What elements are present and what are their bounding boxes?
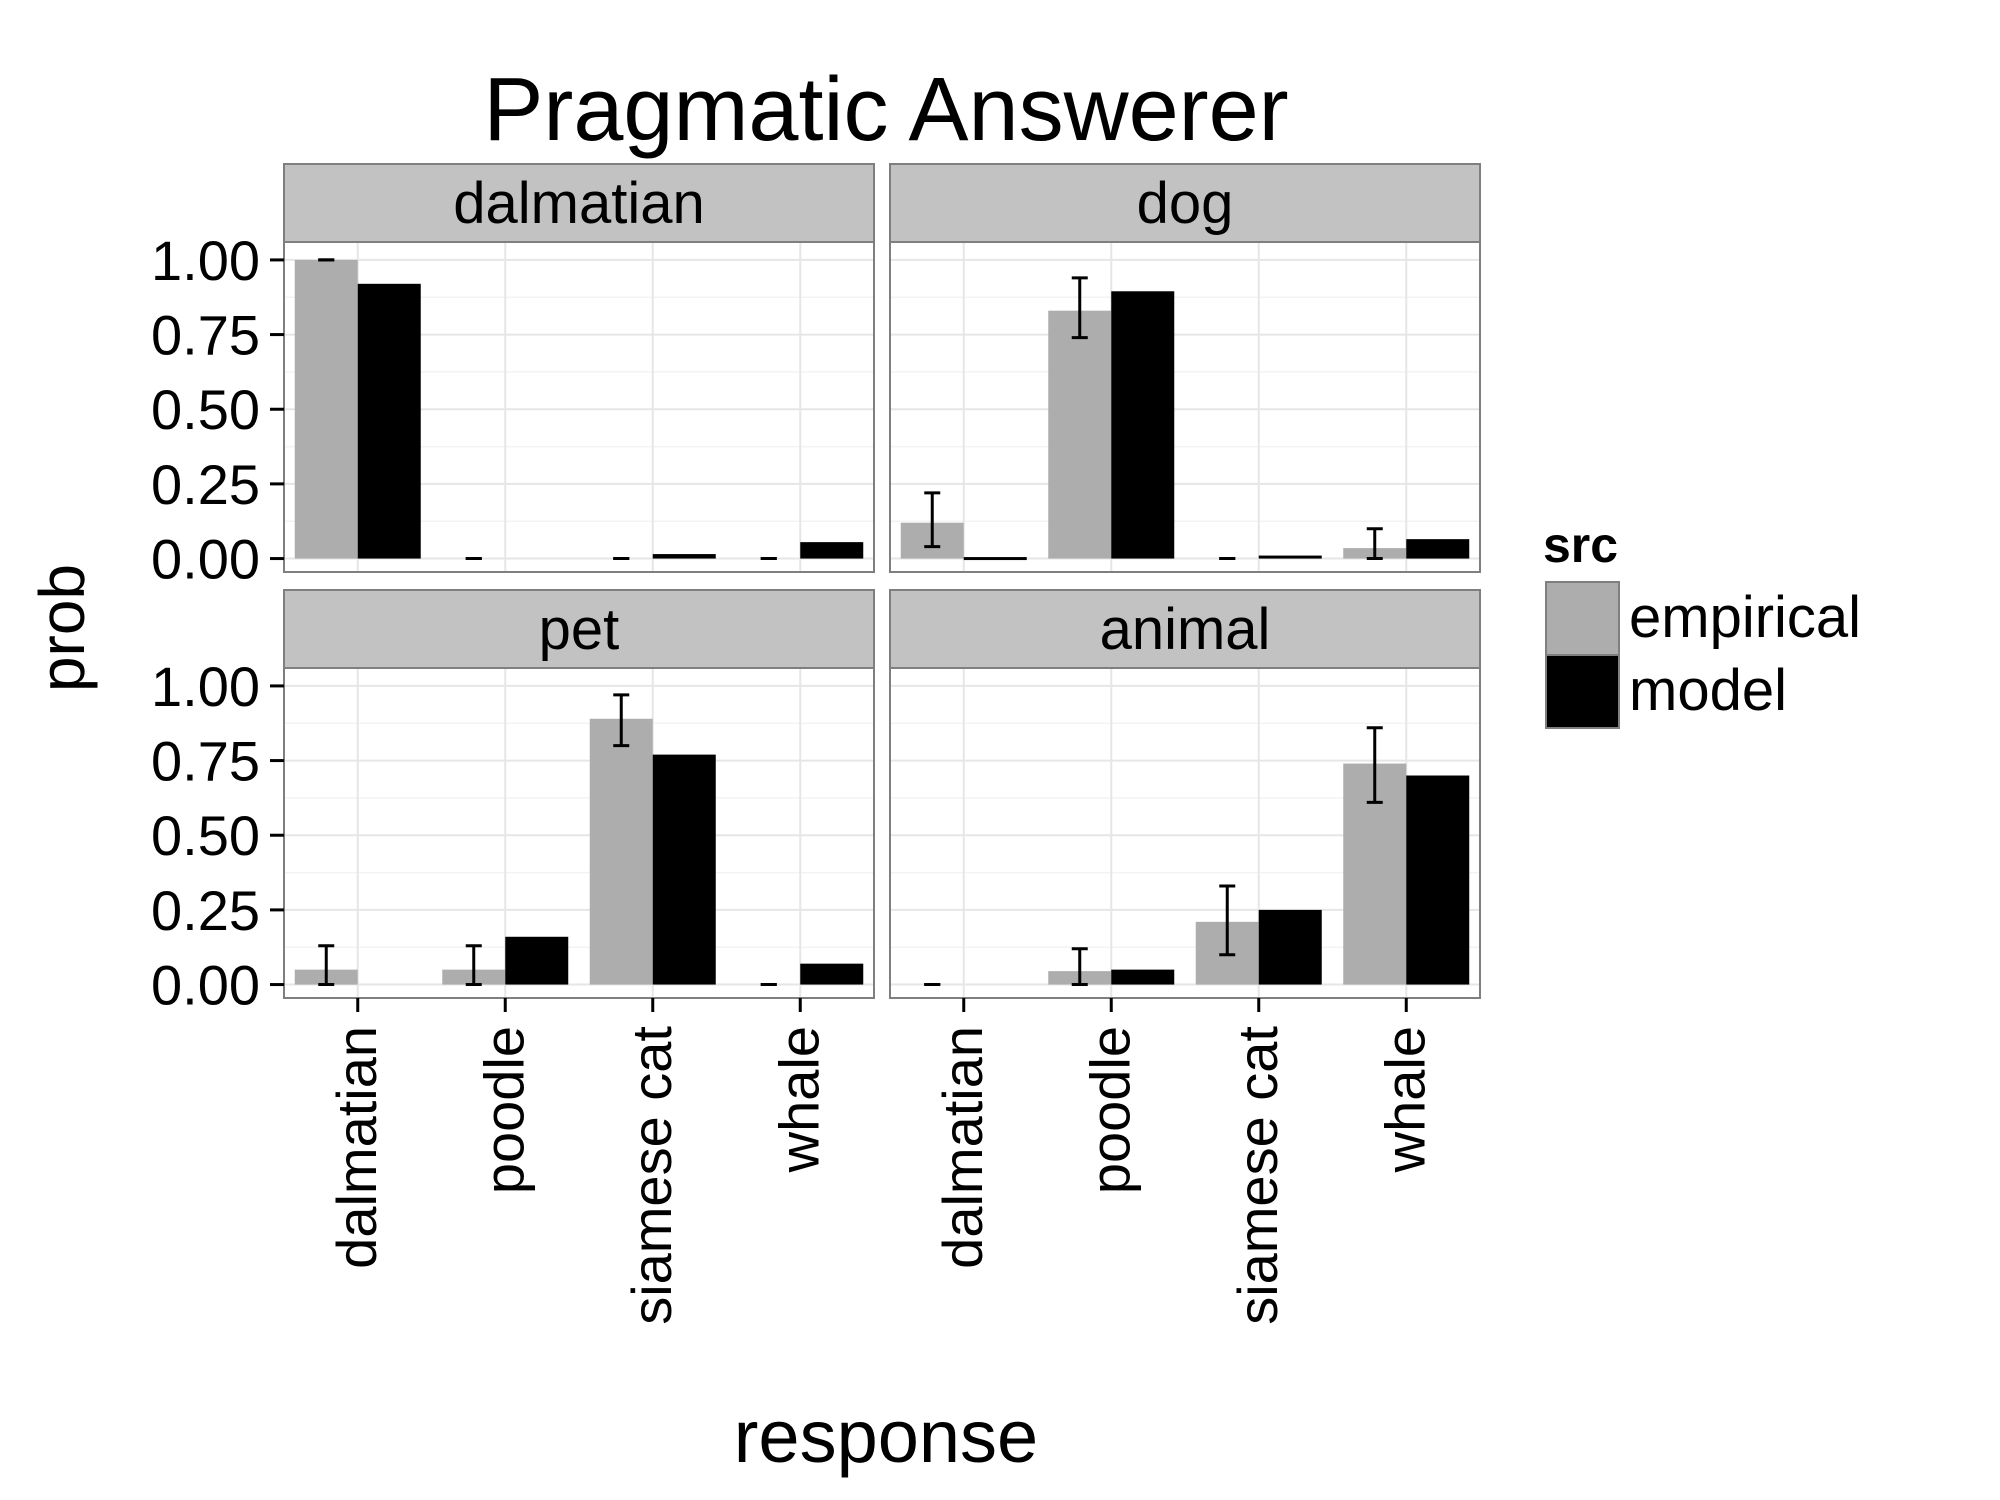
x-tick-label: whale [1373, 1026, 1436, 1173]
facet-strip-label: dalmatian [453, 171, 704, 236]
x-tick-label: dalmatian [931, 1026, 994, 1269]
x-axis-label: response [734, 1395, 1038, 1478]
x-axes: dalmatian poodle siamese cat whale dalmatian… [325, 998, 1436, 1325]
panel-border [889, 241, 1481, 573]
error-bar [465, 944, 482, 987]
legend-title: src [1543, 517, 1618, 573]
bar-model [652, 754, 716, 985]
bar-model [1406, 775, 1470, 985]
legend-label-model: model [1629, 658, 1787, 723]
y-axes: 1.00 0.75 0.50 0.25 0.00 1.00 0.75 0.50 0.25 0.00 [151, 229, 284, 1017]
x-tick-label: whale [767, 1026, 830, 1173]
bar-empirical [294, 259, 358, 559]
x-tick-label: dalmatian [325, 1026, 388, 1269]
panel-background [284, 668, 874, 998]
y-tick-label: 0.25 [151, 453, 260, 516]
y-tick-label: 0.00 [151, 954, 260, 1017]
bar-model [652, 554, 716, 559]
y-axis: 1.00 0.75 0.50 0.25 0.00 [151, 655, 284, 1017]
panel-border [283, 667, 875, 999]
facet-panel-dog: dog [889, 163, 1481, 573]
bar-model [357, 283, 421, 559]
facet-panels: dalmatian dog pet animal [283, 163, 1481, 999]
bar-model [1258, 909, 1322, 985]
bar-model [1258, 555, 1322, 559]
y-tick-label: 0.75 [151, 730, 260, 793]
facet-strip-label: pet [539, 597, 620, 662]
error-bar [1366, 726, 1383, 804]
facet-strip [283, 163, 875, 243]
bar-model [800, 542, 864, 559]
y-tick-label: 1.00 [151, 229, 260, 292]
facet-panel-animal: animal [889, 589, 1481, 999]
facet-panel-dalmatian: dalmatian [283, 163, 875, 573]
panel-border [283, 241, 875, 573]
facet-strip [889, 163, 1481, 243]
bar-model [800, 963, 864, 985]
panel-border [889, 667, 1481, 999]
x-axis: dalmatian poodle siamese cat whale [931, 998, 1436, 1325]
y-tick-label: 0.25 [151, 879, 260, 942]
legend-key-model [1545, 654, 1620, 729]
facet-strip-label: animal [1100, 597, 1271, 662]
bar-model [505, 936, 569, 985]
bar-model [1406, 539, 1470, 559]
facet-strip [889, 589, 1481, 669]
chart-title: Pragmatic Answerer [483, 60, 1288, 160]
error-bar [1071, 276, 1088, 340]
error-bar [318, 944, 335, 987]
error-bar [1071, 947, 1088, 987]
legend: src empirical model [1543, 517, 1861, 729]
bar-empirical [589, 718, 653, 985]
error-bar [1219, 884, 1236, 957]
error-bar [613, 693, 630, 748]
error-bar [924, 491, 941, 549]
x-tick-label: siamese cat [1226, 1026, 1289, 1325]
y-axis: 1.00 0.75 0.50 0.25 0.00 [151, 229, 284, 591]
facet-panel-pet: pet [283, 589, 875, 999]
facet-strip-label: dog [1137, 171, 1234, 236]
panel-background [890, 242, 1480, 572]
y-axis-label: prob [26, 564, 98, 692]
bar-model [1111, 969, 1175, 985]
y-tick-label: 1.00 [151, 655, 260, 718]
y-tick-label: 0.50 [151, 804, 260, 867]
bar-model [1111, 291, 1175, 559]
x-axis: dalmatian poodle siamese cat whale [325, 998, 830, 1325]
y-tick-label: 0.75 [151, 304, 260, 367]
y-tick-label: 0.50 [151, 378, 260, 441]
x-tick-label: poodle [1078, 1026, 1141, 1194]
legend-label-empirical: empirical [1629, 585, 1861, 650]
error-bar [1366, 527, 1383, 561]
bar-empirical [1048, 310, 1112, 559]
legend-key-empirical [1545, 581, 1620, 656]
y-tick-label: 0.00 [151, 528, 260, 591]
x-tick-label: siamese cat [620, 1026, 683, 1325]
x-tick-label: poodle [472, 1026, 535, 1194]
bar-model [963, 557, 1027, 561]
facet-strip [283, 589, 875, 669]
